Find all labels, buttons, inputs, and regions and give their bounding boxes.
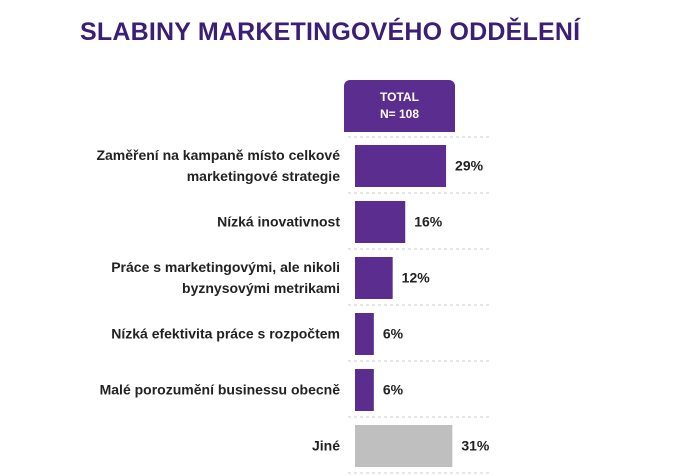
category-label: Jiné: [311, 437, 340, 454]
category-label: Malé porozumění businessu obecně: [99, 381, 340, 398]
value-label: 29%: [455, 158, 484, 174]
value-label: 12%: [402, 270, 431, 286]
value-label: 6%: [383, 326, 404, 342]
chart-title: SLABINY MARKETINGOVÉHO ODDĚLENÍ: [80, 18, 581, 46]
header-line: TOTAL: [380, 90, 419, 104]
category-label: Práce s marketingovými, ale nikoli byzny…: [111, 259, 340, 296]
value-label: 16%: [414, 214, 443, 230]
column-header: TOTAL N= 108: [344, 80, 455, 132]
category-label: Zaměření na kampaně místo celkové market…: [96, 147, 340, 184]
bar: [355, 313, 374, 355]
category-label: Nízká efektivita práce s rozpočtem: [111, 325, 340, 342]
value-label: 31%: [461, 438, 490, 454]
category-label: Nízká inovativnost: [217, 213, 340, 230]
value-label: 6%: [383, 382, 404, 398]
bar: [355, 257, 393, 299]
bar: [355, 201, 406, 243]
bar: [355, 145, 447, 187]
header-line: N= 108: [379, 107, 420, 121]
bar: [355, 425, 453, 467]
bar: [355, 369, 374, 411]
